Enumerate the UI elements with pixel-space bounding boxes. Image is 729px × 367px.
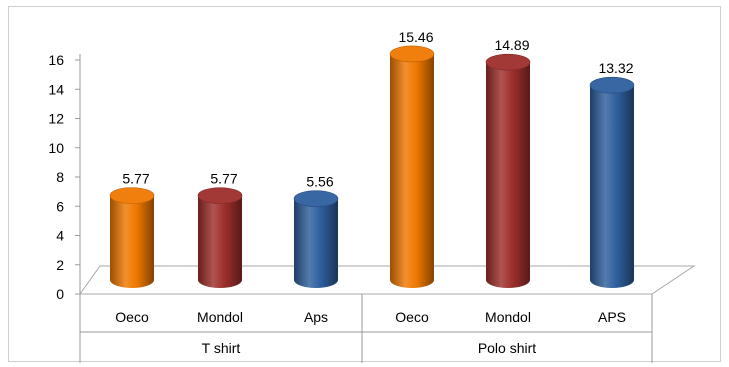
category-label: Oeco <box>395 309 429 325</box>
category-label: Mondol <box>197 309 243 325</box>
y-tick-label: 0 <box>56 286 64 302</box>
bar <box>486 62 530 288</box>
data-label: 5.56 <box>306 174 333 190</box>
group-label: Polo shirt <box>478 340 536 356</box>
category-label: Mondol <box>485 309 531 325</box>
y-tick-label: 12 <box>48 111 64 127</box>
category-label: Aps <box>304 309 328 325</box>
bar-top <box>589 76 635 94</box>
category-label: Oeco <box>115 309 149 325</box>
data-label: 13.32 <box>598 60 633 76</box>
y-tick-label: 10 <box>48 140 64 156</box>
bar-top <box>197 187 243 204</box>
data-label: 5.77 <box>122 171 149 187</box>
y-tick-label: 2 <box>56 257 64 273</box>
bar <box>590 85 634 288</box>
bar <box>198 195 242 288</box>
data-label: 14.89 <box>494 37 529 53</box>
y-tick-label: 14 <box>48 81 64 97</box>
y-tick-label: 6 <box>56 198 64 214</box>
data-label: 5.77 <box>210 171 237 187</box>
bar-top <box>109 187 155 204</box>
category-label: APS <box>598 309 626 325</box>
y-tick-label: 8 <box>56 169 64 185</box>
bar <box>294 198 338 288</box>
bar <box>110 195 154 288</box>
group-label: T shirt <box>202 340 241 356</box>
y-tick-label: 16 <box>48 52 64 68</box>
bar <box>390 53 434 289</box>
bar-top <box>485 53 531 71</box>
bar-top <box>293 190 339 207</box>
y-tick-label: 4 <box>56 228 64 244</box>
data-label: 15.46 <box>398 29 433 45</box>
bar-top <box>389 45 435 63</box>
